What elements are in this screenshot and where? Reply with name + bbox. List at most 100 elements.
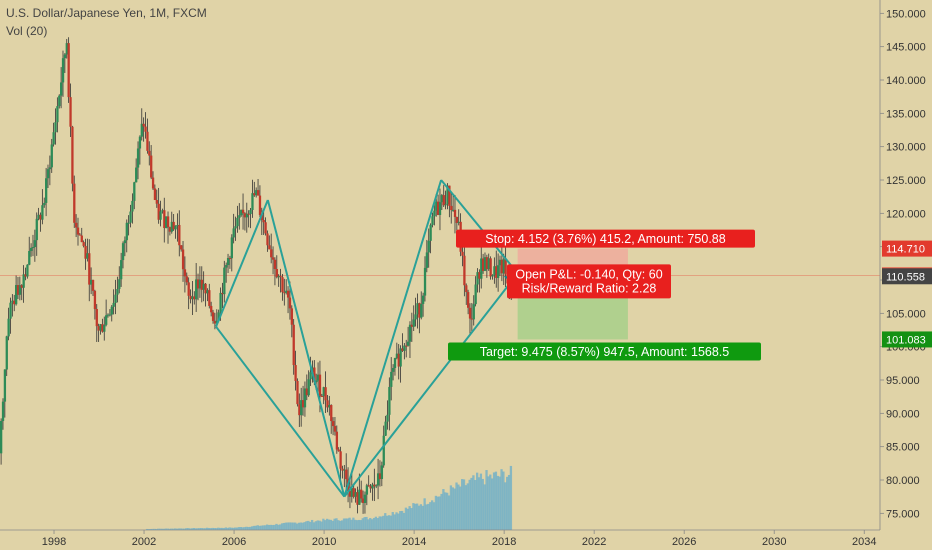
candle-down (283, 292, 286, 294)
volume-bar (310, 519, 314, 530)
volume-bar (427, 503, 430, 530)
candle-up (427, 240, 430, 253)
candle-down (470, 318, 474, 320)
candle-down (405, 345, 408, 347)
candle-up (487, 258, 490, 270)
volume-bar (314, 521, 318, 530)
candle-down (271, 257, 275, 260)
volume-bar (357, 519, 361, 530)
candle-down (331, 421, 335, 427)
volume-bar (256, 525, 259, 530)
candle-down (153, 188, 157, 200)
candle-up (232, 228, 235, 238)
candles-layer (0, 37, 513, 514)
volume-bar (359, 520, 363, 530)
price-tick-label: 125.000 (886, 175, 926, 187)
candle-up (165, 216, 168, 229)
volume-bar (294, 522, 297, 530)
candle-up (86, 253, 89, 259)
volume-bar (355, 520, 359, 530)
candle-down (270, 249, 273, 258)
candle-down (228, 257, 232, 259)
candle-up (103, 324, 106, 332)
candle-up (106, 314, 110, 316)
volume-bar (194, 528, 197, 530)
volume-bar (476, 472, 479, 530)
volume-bar (385, 515, 389, 530)
volume-bar (284, 522, 288, 530)
volume-bar (198, 528, 201, 530)
volume-bar (470, 477, 473, 530)
candle-up (234, 226, 237, 229)
volume-bar (277, 524, 280, 530)
volume-bar (153, 528, 156, 530)
volume-bar (447, 495, 451, 530)
volume-bar (254, 525, 257, 530)
candle-down (73, 183, 76, 223)
candle-up (358, 489, 361, 505)
candle-down (204, 283, 207, 294)
candle-down (305, 388, 309, 396)
candle-up (219, 292, 222, 313)
volume-bar (322, 518, 325, 530)
volume-bar (258, 525, 261, 530)
candle-up (5, 336, 8, 370)
volume-bar (367, 519, 370, 530)
stop-label-text: Stop: 4.152 (3.76%) 415.2, Amount: 750.8… (485, 232, 725, 246)
volume-layer (145, 465, 513, 530)
candle-up (277, 276, 280, 278)
candle-down (200, 279, 203, 290)
candle-up (28, 250, 31, 265)
candle-down (275, 268, 279, 278)
volume-bar (264, 525, 267, 530)
price-tick-label: 95.000 (886, 375, 920, 387)
price-tick-label: 130.000 (886, 142, 926, 154)
candle-down (172, 221, 175, 230)
volume-bar (181, 528, 184, 530)
volume-bar (235, 527, 239, 530)
indicator-label[interactable]: Vol (20) (6, 24, 48, 38)
volume-bar (389, 515, 393, 530)
volume-bar (320, 521, 323, 530)
volume-bar (209, 528, 212, 530)
candle-up (391, 367, 395, 372)
volume-bar (417, 505, 421, 530)
volume-bar (339, 520, 342, 530)
target-label-bg (448, 342, 761, 361)
candle-up (457, 221, 460, 223)
volume-bar (468, 479, 471, 530)
volume-bar (483, 484, 486, 530)
candle-down (467, 292, 470, 308)
volume-bar (279, 524, 282, 530)
candle-up (31, 247, 35, 249)
candle-down (185, 276, 188, 283)
candle-down (286, 290, 290, 298)
volume-bar (164, 528, 167, 530)
candle-up (58, 95, 61, 107)
candle-up (225, 264, 228, 268)
volume-bar (370, 519, 374, 530)
candle-up (491, 275, 494, 277)
candle-up (60, 82, 63, 96)
candle-up (343, 469, 346, 471)
candle-down (243, 213, 247, 218)
volume-bar (507, 474, 511, 530)
volume-bar (404, 507, 408, 530)
candle-up (48, 167, 52, 170)
volume-bar (280, 523, 284, 530)
candle-up (43, 202, 46, 206)
volume-bar (414, 503, 417, 530)
candle-up (110, 306, 113, 315)
candle-up (388, 386, 391, 415)
candle-down (333, 426, 337, 432)
candle-down (97, 326, 100, 331)
volume-bar (461, 479, 464, 530)
candle-up (390, 371, 393, 387)
candle-up (99, 324, 102, 331)
price-tag-bg (882, 268, 932, 285)
candle-down (320, 395, 324, 397)
candle-down (24, 274, 27, 277)
candle-up (136, 148, 140, 168)
price-tick-label: 135.000 (886, 108, 926, 120)
